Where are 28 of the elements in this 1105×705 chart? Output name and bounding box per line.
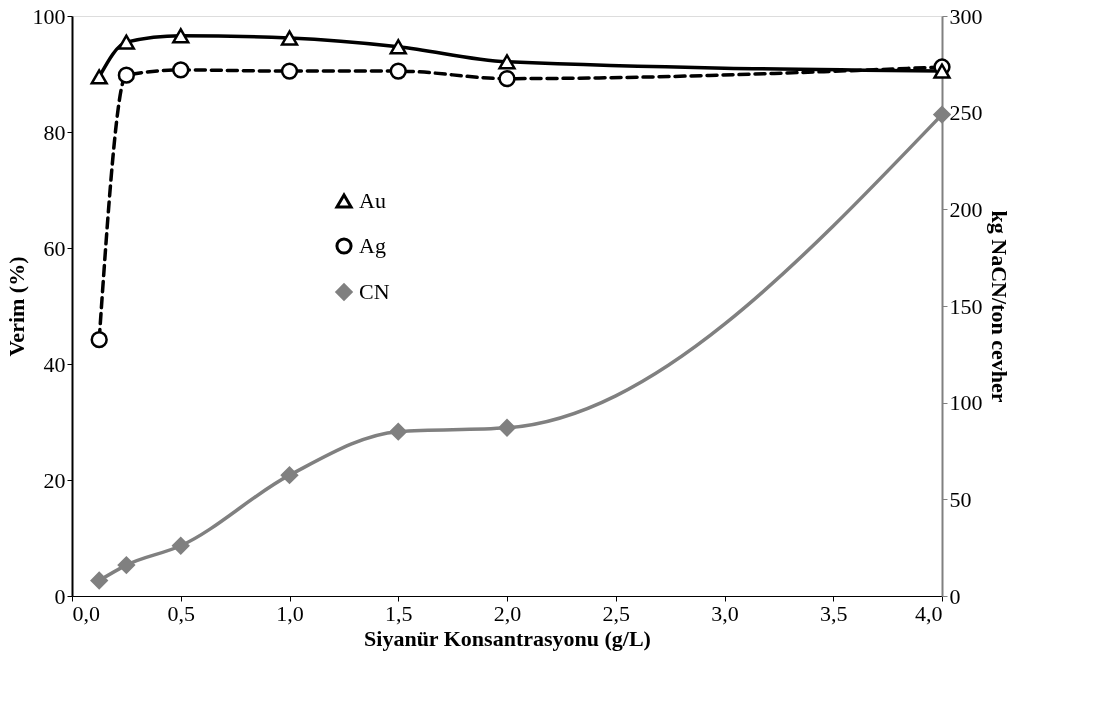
legend-label: CN <box>359 279 390 304</box>
x-axis-title: Siyanür Konsantrasyonu (g/L) <box>364 625 651 651</box>
y-tick-label: 80 <box>43 119 66 145</box>
x-tick-label: 2,0 <box>493 600 522 626</box>
x-tick-label: 1,5 <box>385 600 413 626</box>
y-tick-label: 20 <box>43 467 66 493</box>
y-axis-title: Verim (%) <box>3 256 29 357</box>
x-tick-label: 0,5 <box>167 600 195 626</box>
legend-label: Au <box>359 188 386 213</box>
y2-tick-label: 250 <box>949 100 983 126</box>
y2-tick-label: 200 <box>949 196 983 222</box>
y2-tick-label: 100 <box>949 390 983 416</box>
x-tick-label: 3,0 <box>711 600 739 626</box>
y2-tick-label: 150 <box>949 293 983 319</box>
x-tick-label: 1,0 <box>276 600 304 626</box>
y-tick-label: 40 <box>43 351 66 377</box>
x-tick-label: 3,5 <box>820 600 848 626</box>
x-tick-label: 4,0 <box>915 600 943 626</box>
y-tick-label: 60 <box>43 235 66 261</box>
y2-tick-label: 0 <box>949 583 961 609</box>
y2-tick-label: 300 <box>949 3 983 29</box>
legend-label: Ag <box>359 233 386 258</box>
x-tick-label: 0,0 <box>72 600 100 626</box>
y2-tick-label: 50 <box>949 486 972 512</box>
y2-axis-title: kg NaCN/ton cevher <box>986 210 1012 403</box>
x-tick-label: 2,5 <box>602 600 630 626</box>
y-tick-label: 100 <box>32 3 66 29</box>
y-tick-label: 0 <box>54 583 66 609</box>
